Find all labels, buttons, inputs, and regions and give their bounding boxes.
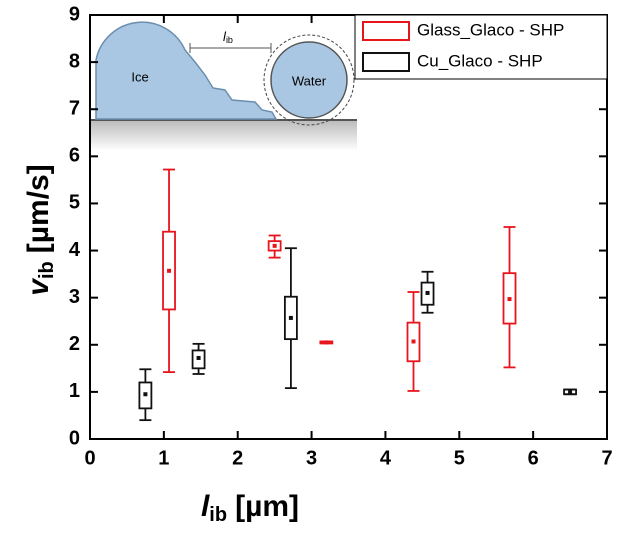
mean-marker <box>196 355 201 360</box>
y-symbol: v <box>22 277 55 296</box>
x-tick-label: 1 <box>158 447 169 469</box>
box <box>283 295 298 341</box>
x-axis-label: lib [µm] <box>201 490 299 526</box>
legend-swatch <box>362 21 410 41</box>
ice-shape <box>95 21 278 120</box>
inset-label: Water <box>292 73 327 88</box>
x-tick-label: 5 <box>454 447 465 469</box>
box <box>267 240 282 252</box>
x-tick-label: 4 <box>380 447 392 469</box>
y-tick-label: 0 <box>69 427 80 449</box>
y-tick-label: 2 <box>69 333 80 355</box>
distance-subscript: ib <box>226 35 233 45</box>
mean-marker <box>324 340 329 345</box>
x-tick-label: 2 <box>232 447 243 469</box>
y-tick-label: 3 <box>69 286 80 308</box>
y-axis-label: vib [µm/s] <box>22 164 58 295</box>
y-unit: [µm/s] <box>22 164 55 253</box>
box <box>191 349 206 370</box>
y-tick-label: 9 <box>69 3 80 25</box>
water-outline <box>263 34 355 126</box>
legend-label: Cu_Glaco - SHP <box>417 51 543 70</box>
mean-marker <box>167 268 172 273</box>
box <box>138 381 153 410</box>
ground <box>90 121 357 151</box>
x-symbol: l <box>201 490 210 523</box>
box <box>162 230 176 311</box>
mean-marker <box>568 389 573 394</box>
y-tick-label: 6 <box>69 145 80 167</box>
water-drop <box>270 41 348 119</box>
y-tick-label: 7 <box>69 98 80 120</box>
legend-frame <box>354 14 608 80</box>
plot-frame <box>89 14 608 440</box>
distance-symbol: l <box>223 29 227 44</box>
distance-label: lib <box>223 29 233 45</box>
y-tick-label: 4 <box>69 239 81 261</box>
box <box>406 321 421 363</box>
mean-marker <box>425 290 430 295</box>
y-tick-label: 5 <box>69 192 80 214</box>
y-tick-label: 8 <box>69 50 80 72</box>
x-tick-label: 3 <box>306 447 317 469</box>
x-tick-label: 0 <box>84 447 95 469</box>
mean-marker <box>411 339 416 344</box>
x-tick-label: 6 <box>528 447 539 469</box>
box <box>502 272 517 325</box>
y-tick-label: 1 <box>69 380 80 402</box>
mean-marker <box>143 392 148 397</box>
mean-marker <box>272 243 277 248</box>
x-tick-label: 7 <box>601 447 612 469</box>
box <box>420 281 435 306</box>
y-subscript: ib <box>36 261 58 279</box>
inset-label: Ice <box>131 69 148 84</box>
box <box>563 388 577 396</box>
legend-swatch <box>362 52 410 72</box>
inset: Ice Water lib <box>90 21 357 151</box>
x-unit: [µm] <box>235 490 299 523</box>
mean-marker <box>288 315 293 320</box>
x-subscript: ib <box>209 504 227 526</box>
mean-marker <box>507 297 512 302</box>
legend-label: Glass_Glaco - SHP <box>417 20 564 39</box>
